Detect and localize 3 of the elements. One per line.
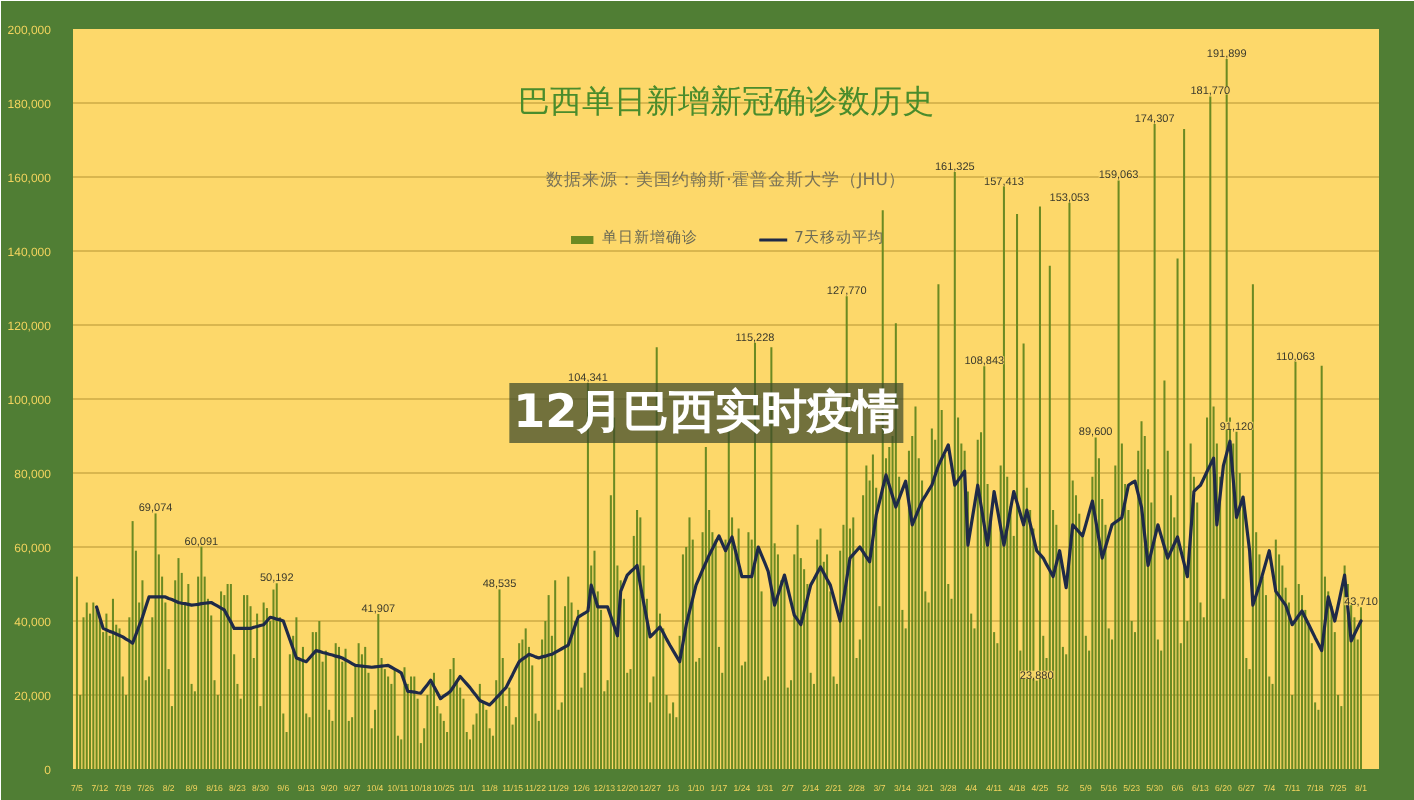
annotation: 12月巴西实时疫情 [513,385,900,439]
text: 巴西单日新增新冠确诊数历史 [518,82,934,120]
text: 数据来源：美国约翰斯·霍普金斯大学（JHU） [546,169,906,191]
